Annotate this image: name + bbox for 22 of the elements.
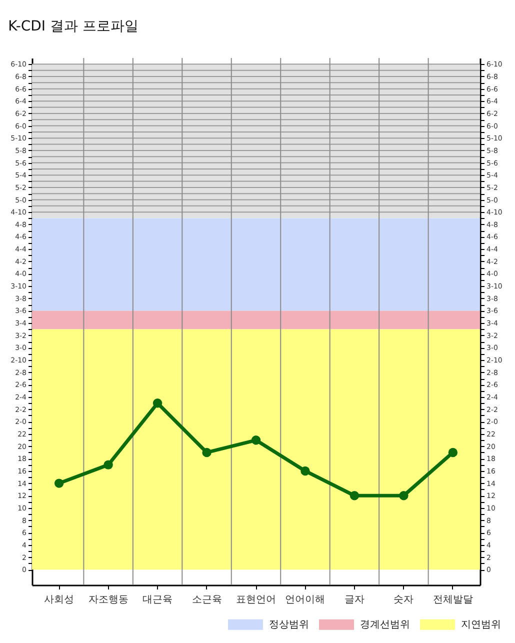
x-tick-label: 자조행동: [88, 594, 128, 606]
legend-label: 지연범위: [461, 620, 501, 631]
x-tick-label: 표현언어: [236, 594, 276, 606]
x-tick-label: 언어이해: [285, 594, 326, 606]
point: [448, 448, 458, 458]
x-tick-label: 소근육: [192, 594, 222, 606]
x-tick-label: 전체발달: [432, 594, 473, 606]
point: [104, 460, 113, 470]
point: [152, 398, 162, 408]
point: [251, 436, 261, 445]
x-tick-label: 숫자: [394, 594, 414, 606]
x-tick-label: 글자: [344, 594, 364, 606]
point: [300, 466, 310, 476]
legend-label: 경계선범위: [360, 620, 410, 631]
legend-label: 정상범위: [269, 620, 309, 631]
point: [54, 478, 64, 488]
x-tick-label: 대근육: [142, 594, 173, 606]
x-tick-label: 사회성: [44, 594, 74, 606]
point: [202, 448, 212, 458]
point: [399, 491, 408, 500]
chart-title: K-CDI 결과 프로파일: [8, 18, 138, 34]
point: [350, 491, 360, 500]
